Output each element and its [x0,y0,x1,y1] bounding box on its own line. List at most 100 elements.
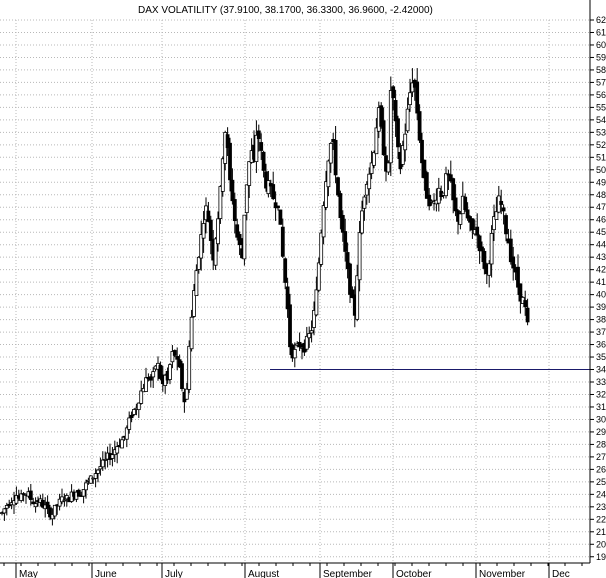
candle-body [201,223,206,239]
candle-body [110,454,115,459]
candle-body [259,142,264,151]
candle-body [93,473,98,479]
candle-body [319,232,324,265]
y-tick-label: 59 [596,52,606,62]
candle-body [127,417,132,430]
candle-body [324,181,328,208]
y-tick-label: 23 [596,502,606,512]
candle-body [84,482,88,491]
candle-body [247,161,252,186]
candle-body [276,205,280,209]
candle-body [273,202,278,209]
candle-body [271,184,276,200]
candle-body [367,173,372,190]
candle-body [76,489,81,497]
candle-body [388,90,393,164]
chart-title: DAX VOLATILITY (37.9100, 38.1700, 36.330… [138,5,433,16]
candle-body [158,364,163,379]
candle-body [408,92,412,106]
candle-body [415,81,420,114]
candle-body [448,174,453,182]
candle-body [369,162,374,174]
candle-body [2,508,7,514]
candle-body [480,246,484,252]
candle-body [328,143,333,164]
y-tick-label: 44 [596,240,606,250]
y-tick-label: 40 [596,290,606,300]
candle-body [120,439,124,449]
candle-body [525,307,530,323]
candle-body [501,207,506,212]
candle-body [463,196,468,210]
candle-body [285,286,290,310]
candle-body [264,171,268,189]
candle-body [391,86,396,99]
candle-body [232,199,237,222]
candle-body [340,214,345,233]
candle-body [338,193,343,219]
y-tick-label: 28 [596,439,606,449]
y-tick-label: 21 [596,527,606,537]
candle-body [492,216,496,231]
y-tick-label: 29 [596,427,606,437]
candle-body [343,231,348,252]
y-tick-label: 30 [596,414,606,424]
candle-body [62,499,67,502]
candle-body [326,160,331,188]
candle-body [297,341,302,348]
candle-body [242,214,247,260]
candle-body [350,289,355,298]
y-tick-label: 53 [596,127,606,137]
candle-body [316,262,321,291]
candle-body [254,134,259,163]
candle-body [208,219,213,241]
y-tick-label: 35 [596,352,606,362]
y-tick-label: 51 [596,152,606,162]
candle-body [288,304,292,348]
candle-body [81,489,86,497]
candle-body [184,388,189,400]
candle-body [48,507,52,518]
y-tick-label: 31 [596,402,606,412]
candle-body [151,371,156,378]
candle-body [278,209,283,225]
candle-body [477,235,482,252]
candle-body [244,184,249,214]
x-tick-label: September [323,569,373,578]
candle-body [283,258,288,283]
candle-body [336,177,340,196]
candle-body [494,211,499,220]
candle-body [314,289,319,316]
candle-body [453,197,458,212]
candle-body [266,180,271,195]
y-tick-label: 24 [596,489,606,499]
y-tick-label: 37 [596,327,606,337]
candle-body [487,263,492,276]
candle-body [213,238,218,266]
y-tick-label: 45 [596,227,606,237]
candle-body [345,252,350,270]
candle-body [333,139,338,176]
candle-body [172,350,177,356]
y-tick-label: 48 [596,190,606,200]
candle-body [230,179,235,202]
candle-body [31,501,36,505]
candle-body [516,266,520,288]
candle-body [400,145,405,165]
y-tick-label: 46 [596,215,606,225]
candle-body [280,226,285,257]
x-axis-ticks: May June July August September October Novembe… [3,563,583,578]
candle-body [458,213,463,225]
candle-body [7,503,12,507]
y-tick-label: 20 [596,539,606,549]
y-tick-label: 34 [596,365,606,375]
x-tick-label: June [95,569,117,578]
candle-body [379,105,384,127]
x-tick-label: November [479,569,526,578]
y-tick-label: 43 [596,252,606,262]
y-tick-label: 36 [596,340,606,350]
candle-body [381,120,386,156]
candle-body [357,232,362,281]
candle-body [103,459,108,461]
candle-body [364,183,369,196]
